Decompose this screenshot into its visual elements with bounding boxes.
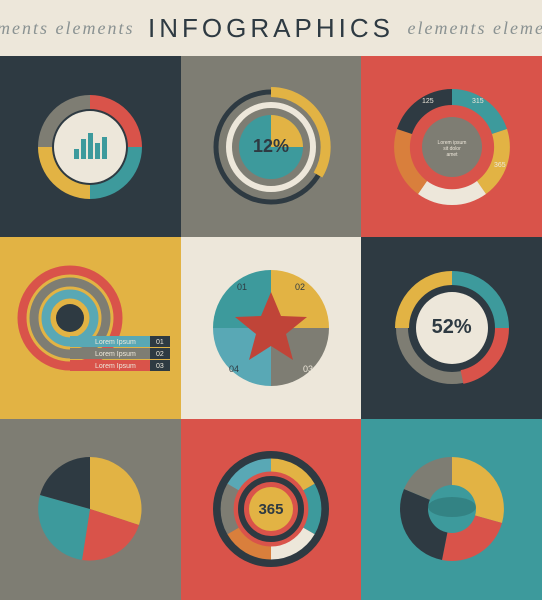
pie-basic-chart: [25, 444, 155, 574]
svg-text:315: 315: [472, 98, 484, 105]
svg-text:01: 01: [237, 282, 247, 292]
cell-segmented-ring: 315 365 125 Lorem ipsum sit dolor amet: [361, 56, 542, 237]
svg-text:365: 365: [494, 162, 506, 169]
svg-text:Lorem Ipsum: Lorem Ipsum: [95, 363, 136, 370]
donut-multi-value: 365: [258, 501, 283, 518]
svg-text:02: 02: [295, 282, 305, 292]
cell-donut-multi: 365: [181, 419, 362, 600]
svg-text:03: 03: [156, 363, 164, 370]
target-value: 12%: [253, 136, 289, 157]
infographic-grid: 12% 315 365 125 Lorem ipsum sit dolor am…: [0, 56, 542, 600]
svg-text:03: 03: [303, 364, 313, 374]
svg-text:02: 02: [156, 351, 164, 358]
header-title: INFOGRAPHICS: [148, 13, 394, 44]
svg-text:amet: amet: [446, 152, 458, 158]
cell-spiral-rings: Lorem Ipsum Lorem Ipsum Lorem Ipsum 01 0…: [0, 237, 181, 418]
spiral-rings-chart: Lorem Ipsum Lorem Ipsum Lorem Ipsum 01 0…: [0, 248, 180, 408]
cell-pie-basic: [0, 419, 181, 600]
cell-ring-bars: [0, 56, 181, 237]
svg-text:Lorem Ipsum: Lorem Ipsum: [95, 351, 136, 358]
cell-gauge-ring: 52%: [361, 237, 542, 418]
header-script-right: elements elements: [408, 18, 542, 39]
header-script-left: elements elements: [0, 18, 134, 39]
gauge-value: 52%: [432, 316, 472, 339]
segmented-ring-chart: 315 365 125 Lorem ipsum sit dolor amet: [377, 72, 527, 222]
svg-text:Lorem Ipsum: Lorem Ipsum: [95, 339, 136, 346]
header: elements elements INFOGRAPHICS elements …: [0, 0, 542, 56]
svg-text:01: 01: [156, 339, 164, 346]
ring-bars-chart: [20, 77, 160, 217]
svg-text:125: 125: [422, 98, 434, 105]
cell-target-ring: 12%: [181, 56, 362, 237]
donut-shaded-chart: [387, 444, 517, 574]
star-pie-chart: 01 02 03 04: [196, 253, 346, 403]
svg-text:04: 04: [229, 364, 239, 374]
cell-donut-shaded: [361, 419, 542, 600]
cell-star-pie: 01 02 03 04: [181, 237, 362, 418]
